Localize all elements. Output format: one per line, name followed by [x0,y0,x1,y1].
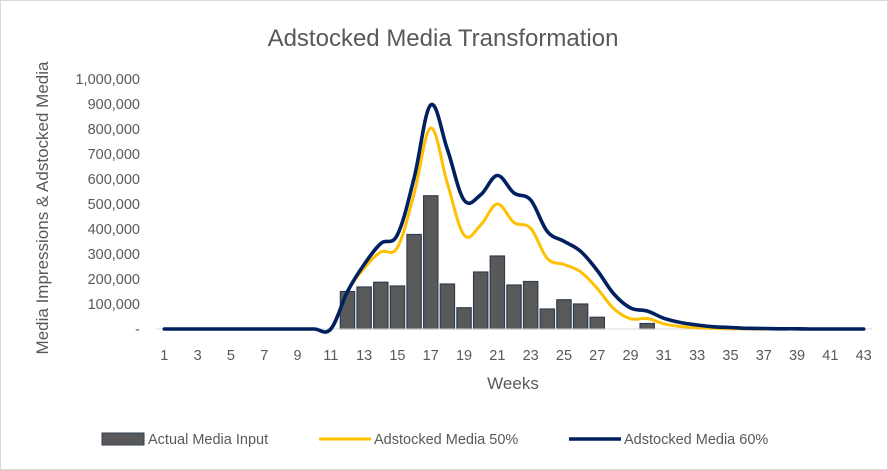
legend-swatch-actual-media-input [101,432,145,446]
y-tick-label: - [135,322,140,338]
legend-label-actual-media-input: Actual Media Input [148,432,268,448]
bar-actual-media-week-25 [556,299,572,330]
y-tick-label: 600,000 [88,172,140,188]
bar-actual-media-week-23 [522,280,539,330]
y-tick-label: 400,000 [88,222,140,238]
bar-actual-media-week-24 [539,308,556,330]
y-axis-label: Media Impressions & Adstocked Media [33,61,52,354]
bar-actual-media-week-16 [406,233,422,330]
bar-actual-media-week-13 [356,286,372,330]
series-line-adstocked-media-60- [162,102,866,334]
x-tick-label: 21 [489,348,505,364]
x-tick-label: 37 [756,348,772,364]
x-tick-label: 17 [423,348,439,364]
x-tick-label: 35 [722,348,738,364]
bar-actual-media-week-18 [439,283,456,330]
bar-actual-media-week-26 [572,303,589,330]
x-axis-label: Weeks [487,374,539,393]
x-tick-label: 39 [789,348,805,364]
x-tick-label: 43 [856,348,872,364]
x-tick-label: 41 [822,348,838,364]
bar-actual-media-week-19 [456,307,472,330]
x-tick-label: 7 [260,348,268,364]
x-tick-label: 29 [622,348,638,364]
y-tick-label: 100,000 [88,297,140,313]
bar-actual-media-week-15 [389,285,406,330]
x-tick-label: 5 [227,348,235,364]
x-tick-label: 15 [389,348,405,364]
legend-label-adstocked-media-60-: Adstocked Media 60% [624,432,768,448]
x-tick-label: 1 [160,348,168,364]
bar-actual-media-week-27 [589,316,606,330]
y-tick-label: 800,000 [88,122,140,138]
bar-actual-media-week-30 [639,322,655,330]
bar-actual-media-week-20 [472,271,489,330]
y-axis-ticks: - 100,000 200,000 300,000 400,000 500,000 600,… [75,72,140,338]
x-tick-label: 13 [356,348,372,364]
bar-actual-media-week-14 [373,281,389,330]
y-tick-label: 700,000 [88,147,140,163]
y-tick-label: 1,000,000 [75,72,140,88]
y-tick-label: 200,000 [88,272,140,288]
x-tick-label: 25 [556,348,572,364]
legend: Actual Media Input Adstocked Media 50% Ads… [101,432,768,448]
bar-actual-media-week-17 [422,195,439,330]
bar-actual-media-week-12 [339,290,356,330]
x-tick-label: 11 [323,348,338,364]
line-series [162,102,866,334]
bar-series [339,195,655,330]
legend-label-adstocked-media-50-: Adstocked Media 50% [374,432,518,448]
y-tick-label: 500,000 [88,197,140,213]
x-axis-ticks: 1 3 5 7 9 11 13 15 17 19 21 23 25 27 29 31 33 35 37 39 41 43 [160,348,871,364]
bar-actual-media-week-22 [506,284,522,330]
x-tick-label: 3 [194,348,202,364]
x-tick-label: 33 [689,348,705,364]
bar-actual-media-week-21 [489,255,506,330]
x-tick-label: 27 [589,348,605,364]
x-tick-label: 19 [456,348,472,364]
y-tick-label: 300,000 [88,247,140,263]
chart-title: Adstocked Media Transformation [268,25,619,52]
x-tick-label: 9 [293,348,301,364]
y-tick-label: 900,000 [88,97,140,113]
x-tick-label: 31 [656,348,672,364]
x-tick-label: 23 [523,348,539,364]
